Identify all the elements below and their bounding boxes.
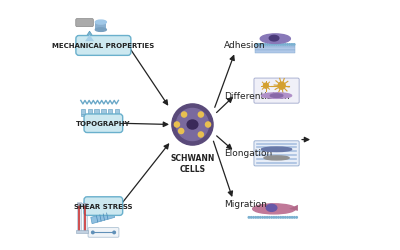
Circle shape [260, 217, 261, 218]
Circle shape [267, 44, 268, 46]
Bar [82, 202, 86, 232]
Circle shape [248, 217, 250, 218]
Circle shape [262, 217, 263, 218]
Text: SHEAR STRESS: SHEAR STRESS [74, 203, 133, 209]
Bar [76, 230, 88, 233]
Text: Migration: Migration [224, 199, 267, 208]
Circle shape [92, 231, 94, 234]
Text: MECHANICAL PROPERTIES: MECHANICAL PROPERTIES [52, 43, 154, 49]
Ellipse shape [270, 94, 283, 98]
Circle shape [278, 83, 285, 90]
Bar [255, 48, 295, 50]
Circle shape [269, 217, 270, 218]
Circle shape [273, 217, 275, 218]
Bar [81, 110, 85, 114]
Ellipse shape [269, 36, 279, 42]
Bar [88, 110, 92, 114]
Circle shape [113, 231, 116, 234]
Polygon shape [85, 36, 94, 42]
Circle shape [255, 217, 256, 218]
Circle shape [293, 44, 295, 46]
Ellipse shape [264, 156, 289, 160]
Circle shape [276, 44, 277, 46]
Text: Differentiation: Differentiation [224, 92, 290, 101]
Circle shape [172, 104, 213, 146]
Circle shape [284, 44, 286, 46]
Circle shape [291, 44, 293, 46]
Circle shape [276, 217, 277, 218]
Circle shape [271, 217, 272, 218]
Circle shape [264, 217, 266, 218]
Bar [94, 110, 99, 114]
Circle shape [282, 44, 284, 46]
FancyBboxPatch shape [254, 141, 299, 166]
Ellipse shape [95, 21, 106, 25]
Text: SCHWANN
CELLS: SCHWANN CELLS [170, 153, 215, 173]
Polygon shape [81, 32, 98, 46]
Circle shape [266, 217, 268, 218]
Circle shape [278, 217, 279, 218]
Text: Adhesion: Adhesion [224, 40, 266, 50]
Circle shape [271, 44, 273, 46]
Circle shape [284, 217, 286, 218]
Circle shape [262, 44, 264, 46]
Circle shape [198, 132, 204, 138]
Bar [77, 203, 86, 205]
Polygon shape [289, 205, 298, 211]
Bar [108, 110, 112, 114]
Circle shape [256, 44, 257, 46]
Circle shape [257, 217, 259, 218]
Polygon shape [91, 211, 115, 224]
Bar [95, 23, 106, 30]
Circle shape [278, 44, 279, 46]
Circle shape [174, 122, 180, 128]
Bar [255, 51, 295, 54]
Circle shape [287, 217, 288, 218]
Text: Elongation: Elongation [224, 148, 272, 157]
Ellipse shape [260, 35, 290, 44]
Circle shape [274, 44, 275, 46]
Circle shape [176, 109, 208, 141]
Ellipse shape [95, 29, 106, 32]
Circle shape [289, 217, 290, 218]
Circle shape [280, 44, 282, 46]
Circle shape [250, 217, 252, 218]
Bar [115, 110, 119, 114]
Circle shape [178, 129, 184, 134]
Circle shape [291, 217, 293, 218]
Bar [255, 45, 295, 48]
Circle shape [258, 44, 260, 46]
Ellipse shape [262, 148, 292, 152]
Circle shape [182, 112, 187, 117]
FancyBboxPatch shape [254, 79, 299, 104]
Ellipse shape [253, 204, 295, 214]
Ellipse shape [187, 120, 198, 130]
Circle shape [260, 44, 262, 46]
Bar [101, 110, 106, 114]
Circle shape [206, 122, 211, 128]
FancyBboxPatch shape [84, 197, 123, 216]
Circle shape [263, 84, 268, 89]
Ellipse shape [262, 94, 292, 99]
Circle shape [280, 217, 282, 218]
Circle shape [287, 44, 288, 46]
Circle shape [294, 217, 295, 218]
Bar [77, 202, 81, 232]
Circle shape [296, 217, 297, 218]
Circle shape [269, 44, 270, 46]
Text: TOPOGRAPHY: TOPOGRAPHY [76, 121, 131, 127]
Circle shape [289, 44, 290, 46]
FancyBboxPatch shape [88, 228, 119, 237]
FancyBboxPatch shape [76, 36, 131, 56]
FancyBboxPatch shape [84, 114, 123, 133]
FancyBboxPatch shape [76, 20, 93, 28]
Circle shape [282, 217, 284, 218]
Circle shape [253, 217, 254, 218]
Bar [81, 114, 121, 116]
Circle shape [198, 112, 204, 117]
Circle shape [264, 44, 266, 46]
Ellipse shape [266, 204, 277, 212]
